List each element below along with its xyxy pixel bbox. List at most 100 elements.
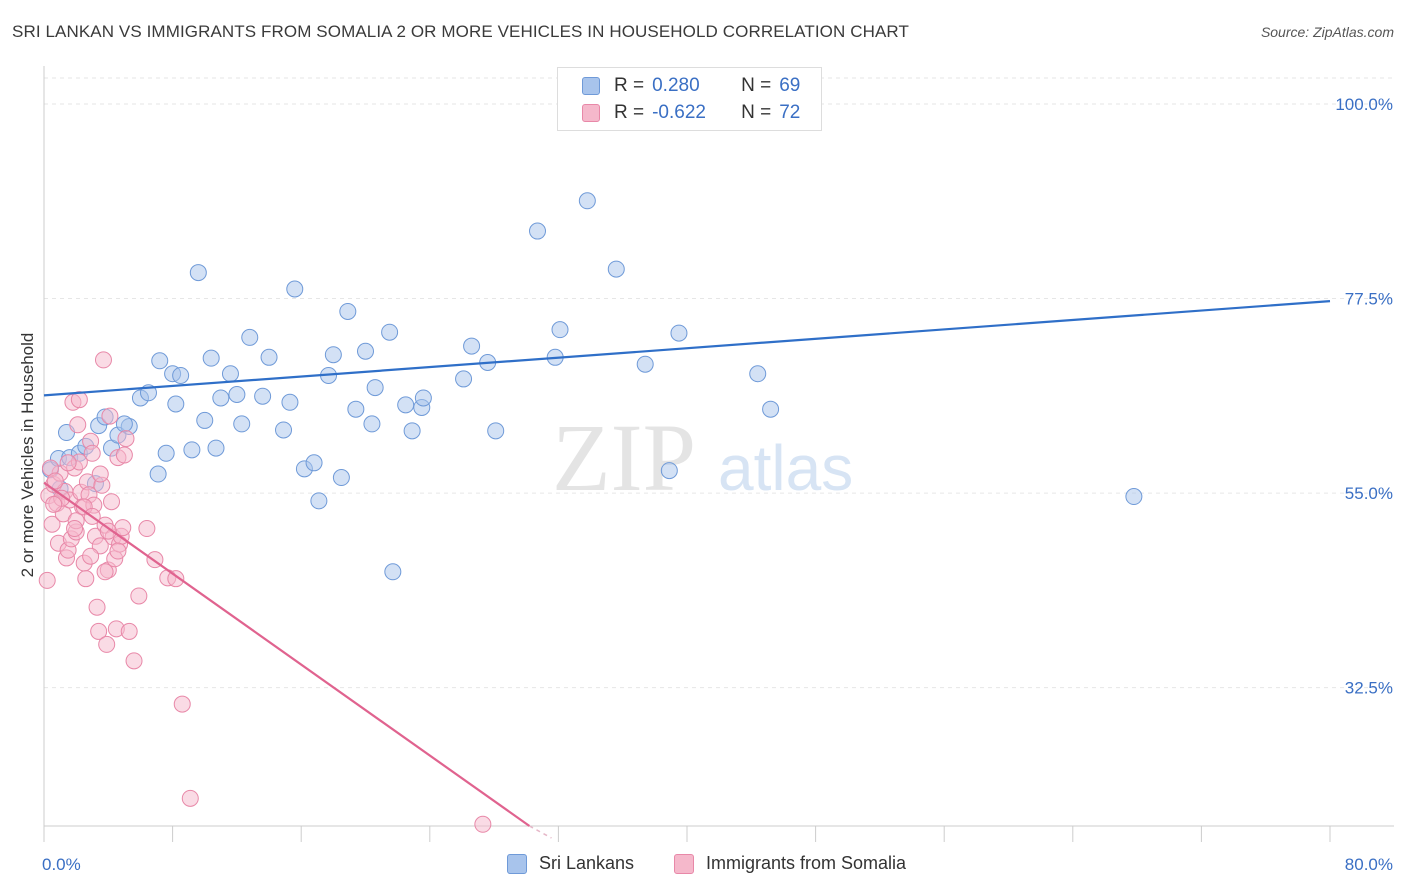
point-sri-lankans <box>463 337 481 355</box>
point-somalia <box>38 571 56 589</box>
point-somalia <box>99 522 117 540</box>
stats-legend: R = 0.280 N = 69 R = -0.622 N = 72 <box>557 67 822 131</box>
point-somalia <box>130 587 148 605</box>
point-somalia <box>43 515 61 533</box>
point-sri-lankans <box>207 439 225 457</box>
point-somalia <box>91 537 109 555</box>
point-sri-lankans <box>241 328 259 346</box>
point-sri-lankans <box>189 264 207 282</box>
point-sri-lankans <box>260 348 278 366</box>
legend-r-label: R = <box>614 75 645 96</box>
point-sri-lankans <box>347 400 365 418</box>
legend-row-sri-lankans: R = 0.280 N = 69 <box>582 73 800 99</box>
point-somalia <box>109 542 127 560</box>
point-sri-lankans <box>403 422 421 440</box>
y-tick-label: 55.0% <box>1345 484 1393 503</box>
point-sri-lankans <box>228 385 246 403</box>
point-sri-lankans <box>551 321 569 339</box>
point-sri-lankans <box>339 302 357 320</box>
point-sri-lankans <box>487 422 505 440</box>
trend-line-sri-lankans <box>43 300 1331 397</box>
point-sri-lankans <box>275 421 293 439</box>
point-somalia <box>173 695 191 713</box>
source-credit: Source: ZipAtlas.com <box>1260 24 1394 40</box>
legend-n-label: N = <box>741 102 772 123</box>
tick-labels: 100.0% 77.5% 55.0% 32.5% 0.0% 80.0% <box>42 95 1393 874</box>
point-sri-lankans <box>607 260 625 278</box>
point-somalia <box>88 598 106 616</box>
point-sri-lankans <box>305 454 323 472</box>
legend-item-somalia[interactable]: Immigrants from Somalia <box>674 853 906 874</box>
point-sri-lankans <box>324 346 342 364</box>
zipatlas-watermark: ZIP atlas <box>552 404 853 511</box>
point-sri-lankans <box>578 192 596 210</box>
point-sri-lankans <box>660 462 678 480</box>
x-tick-label: 0.0% <box>42 855 81 874</box>
point-sri-lankans <box>1125 488 1143 506</box>
y-tick-label: 100.0% <box>1335 95 1393 114</box>
point-somalia <box>82 547 100 565</box>
legend-item-sri-lankans[interactable]: Sri Lankans <box>507 853 634 874</box>
point-sri-lankans <box>233 415 251 433</box>
axes <box>43 66 1394 842</box>
point-sri-lankans <box>455 370 473 388</box>
point-somalia <box>94 351 112 369</box>
point-sri-lankans <box>357 342 374 360</box>
point-somalia <box>474 815 492 833</box>
legend-label-somalia: Immigrants from Somalia <box>706 853 907 873</box>
point-somalia <box>90 622 108 640</box>
point-sri-lankans <box>384 563 402 581</box>
point-sri-lankans <box>221 365 239 383</box>
point-somalia <box>91 465 109 483</box>
point-sri-lankans <box>151 352 169 370</box>
point-sri-lankans <box>366 379 384 397</box>
point-sri-lankans <box>762 400 780 418</box>
point-sri-lankans <box>149 465 167 483</box>
data-points <box>38 192 1143 833</box>
y-tick-label: 32.5% <box>1345 679 1393 698</box>
trend-lines <box>43 300 1331 839</box>
legend-r-label: R = <box>614 102 645 123</box>
point-somalia <box>101 407 119 425</box>
point-sri-lankans <box>414 389 432 407</box>
legend-swatch-sri-lankans <box>582 77 600 95</box>
trend-extension-somalia <box>529 825 552 839</box>
point-somalia <box>181 789 199 807</box>
point-sri-lankans <box>332 469 350 487</box>
point-sri-lankans <box>115 415 133 433</box>
chart-title: SRI LANKAN VS IMMIGRANTS FROM SOMALIA 2 … <box>12 22 909 41</box>
point-somalia <box>98 635 116 653</box>
x-tick-label: 80.0% <box>1345 855 1393 874</box>
point-sri-lankans <box>212 389 230 407</box>
y-tick-label: 77.5% <box>1345 290 1393 309</box>
watermark-zip: ZIP <box>552 404 696 511</box>
point-somalia <box>115 446 133 464</box>
point-sri-lankans <box>183 441 201 459</box>
point-sri-lankans <box>172 366 190 384</box>
point-somalia <box>59 454 77 472</box>
point-sri-lankans <box>286 280 304 298</box>
point-somalia <box>83 444 101 462</box>
point-sri-lankans <box>196 411 214 429</box>
legend-n-value: 69 <box>779 75 801 96</box>
point-sri-lankans <box>254 387 272 405</box>
point-sri-lankans <box>157 444 175 462</box>
legend-row-somalia: R = -0.622 N = 72 <box>582 100 800 126</box>
legend-r-value: -0.622 <box>652 102 706 123</box>
point-sri-lankans <box>749 365 767 383</box>
point-somalia <box>167 570 185 588</box>
legend-label-sri-lankans: Sri Lankans <box>539 853 635 873</box>
legend-n-value: 72 <box>779 102 801 123</box>
legend-swatch-somalia <box>674 853 694 874</box>
point-sri-lankans <box>310 492 328 510</box>
point-somalia <box>69 416 87 434</box>
point-somalia <box>120 622 138 640</box>
point-sri-lankans <box>529 222 547 240</box>
gridlines <box>44 77 1394 689</box>
point-somalia <box>103 493 121 511</box>
trend-line-somalia <box>43 481 531 827</box>
point-somalia <box>46 472 64 490</box>
series-legend: Sri Lankans Immigrants from Somalia <box>0 853 1406 877</box>
point-sri-lankans <box>363 415 381 433</box>
